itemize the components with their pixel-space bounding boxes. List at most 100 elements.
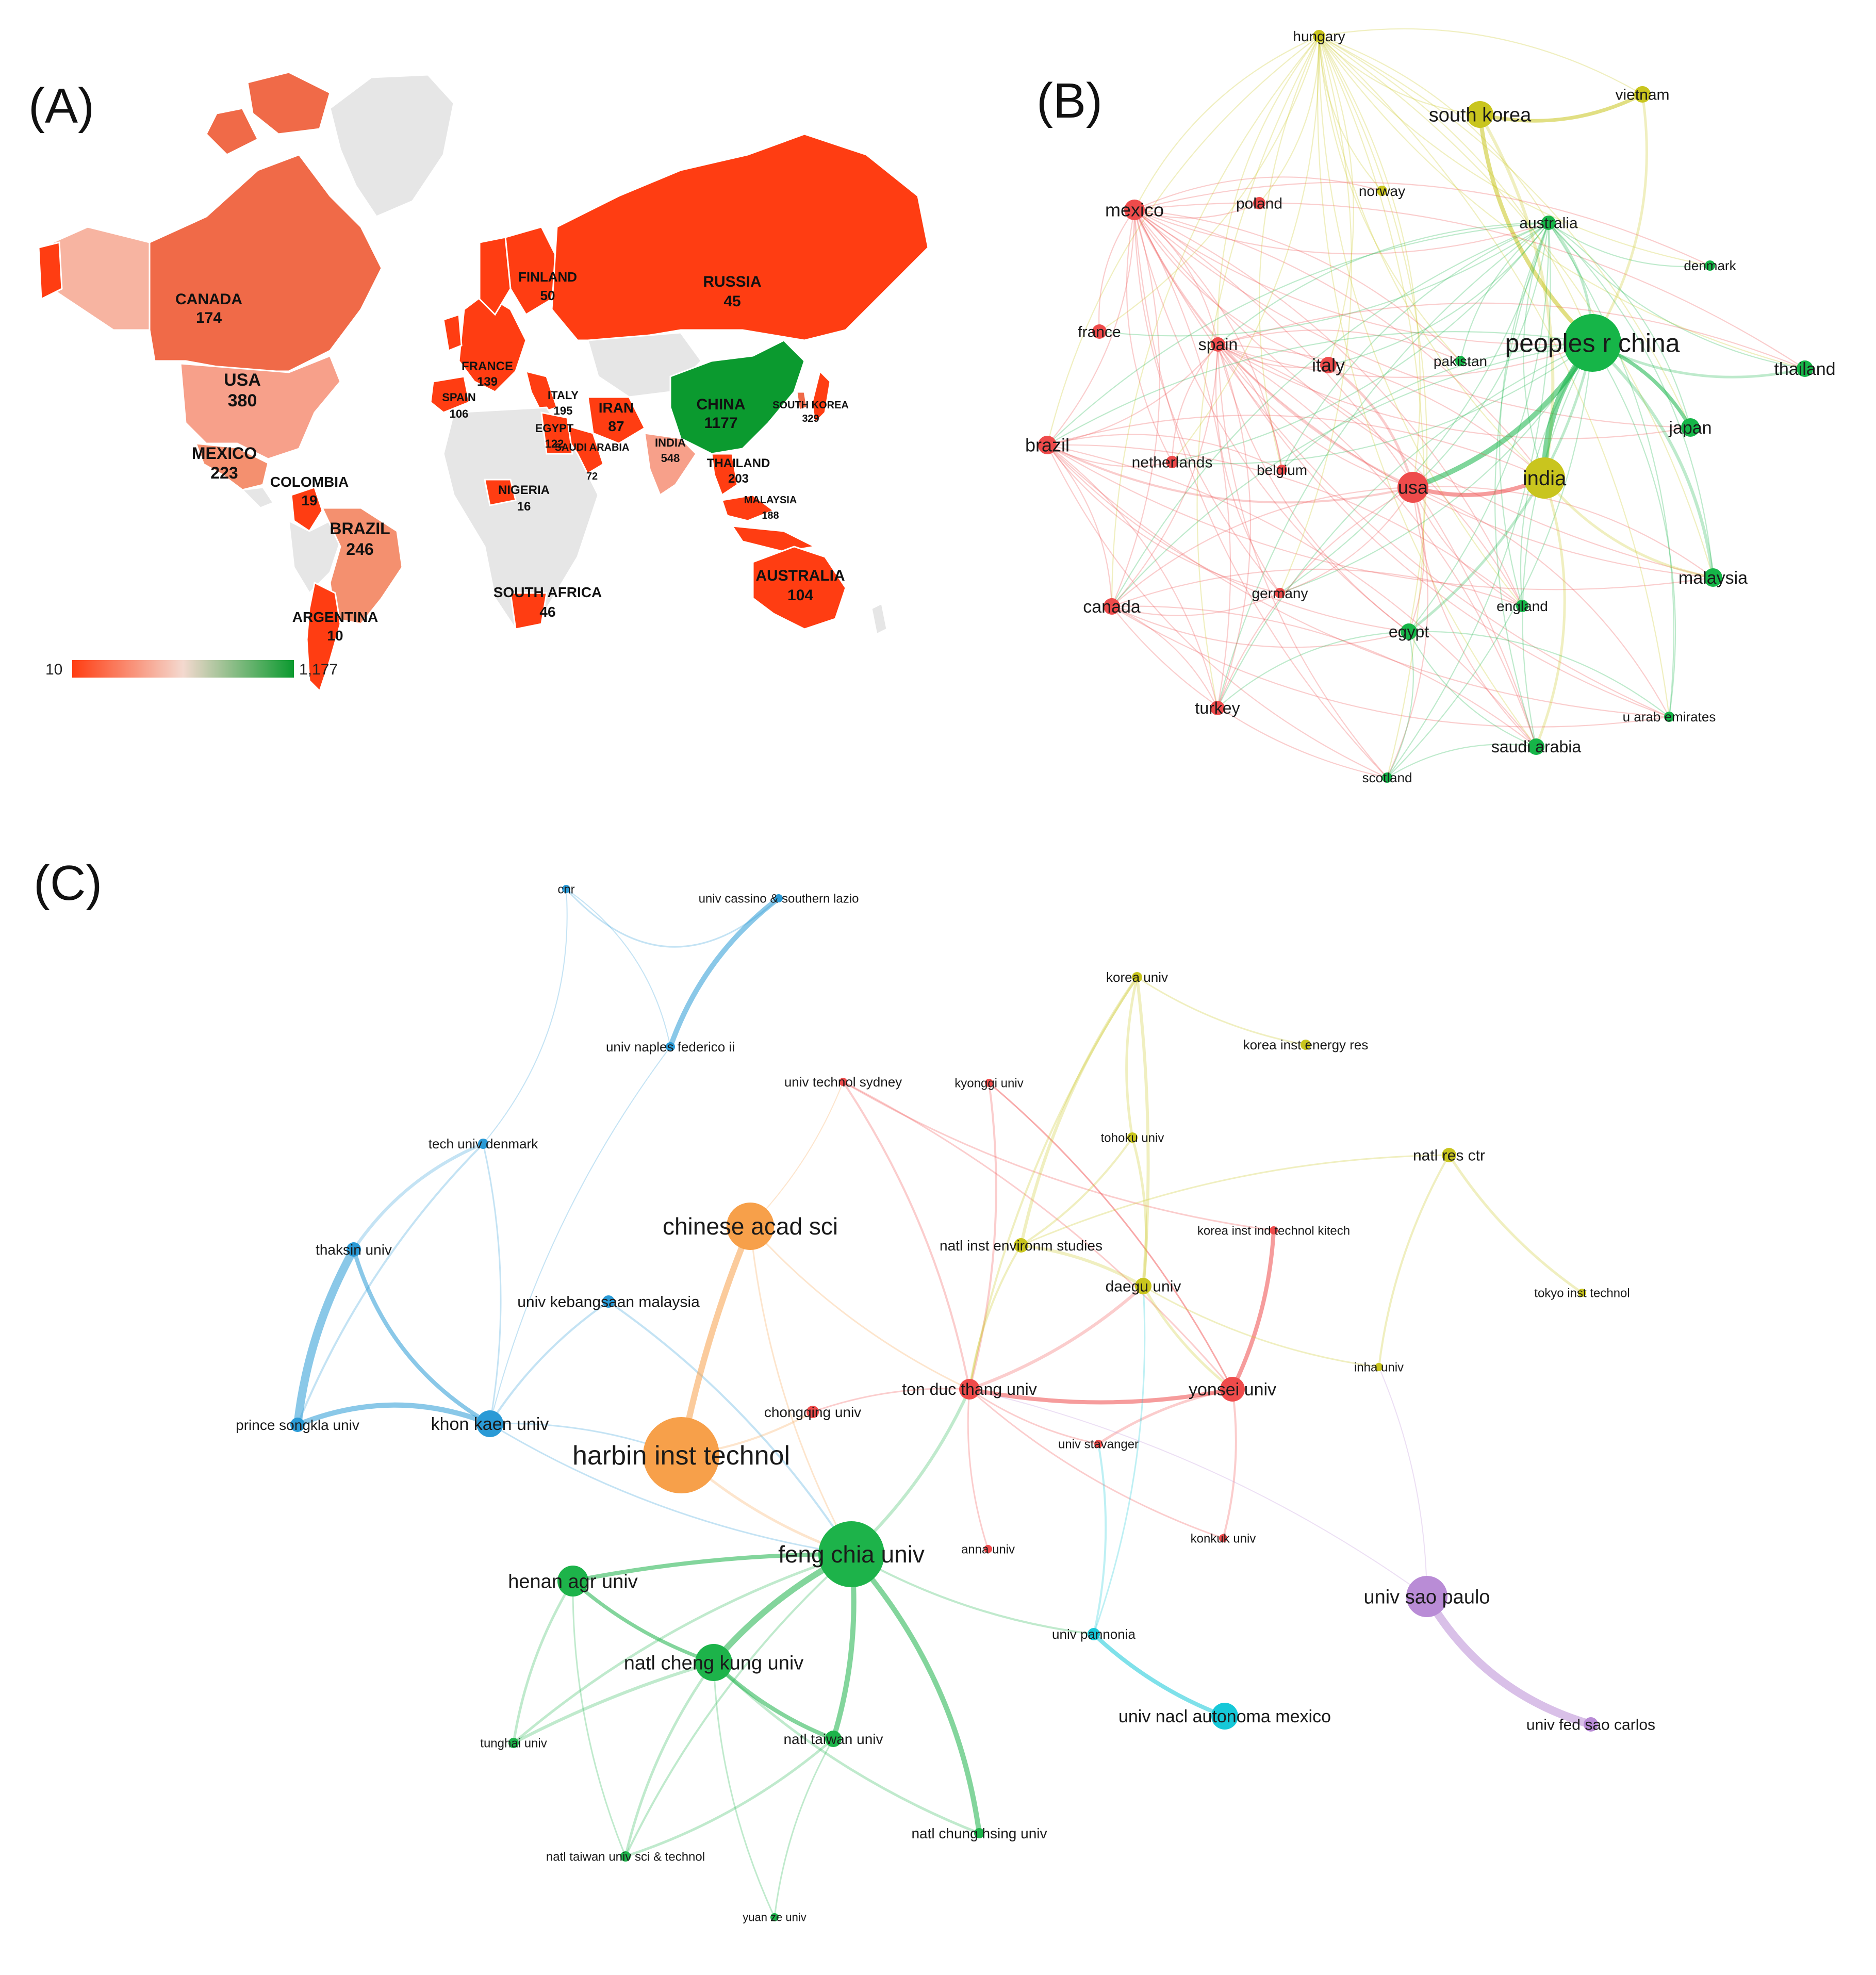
node-henan[interactable]: henan agr univ (508, 1566, 638, 1597)
node-denmark[interactable]: denmark (1684, 258, 1736, 273)
edge-tdt-kyonggi (968, 1082, 997, 1390)
node-circle-daegu (1135, 1278, 1151, 1294)
edge-fcu-henan (571, 1552, 853, 1583)
node-hit[interactable]: harbin inst technol (572, 1417, 790, 1493)
edge-mexico-denmark (1133, 182, 1711, 267)
edge-daegu-korea_univ (1136, 976, 1150, 1288)
edge-mexico-uae (1133, 209, 1670, 718)
node-poland[interactable]: poland (1236, 195, 1282, 212)
edge-mexico-india (1133, 209, 1545, 479)
edge-mexico-belgium (1133, 209, 1283, 471)
node-tokyo_tech[interactable]: tokyo inst technol (1534, 1286, 1630, 1300)
edge-canada-saudi (1111, 605, 1537, 748)
node-netherlands[interactable]: netherlands (1132, 454, 1213, 471)
node-dtu[interactable]: tech univ denmark (429, 1136, 538, 1151)
node-yuanze[interactable]: yuan ze univ (743, 1911, 807, 1924)
node-belgium[interactable]: belgium (1257, 462, 1307, 478)
node-pannonia[interactable]: univ pannonia (1052, 1626, 1136, 1642)
node-tunghai[interactable]: tunghai univ (480, 1736, 547, 1750)
node-circle-uts (839, 1078, 847, 1086)
node-australia[interactable]: australia (1519, 215, 1578, 232)
node-pakistan[interactable]: pakistan (1434, 353, 1487, 369)
edge-mexico-france (1098, 209, 1136, 333)
node-japan[interactable]: japan (1668, 418, 1712, 438)
node-cassino[interactable]: univ cassino & southern lazio (699, 892, 859, 906)
node-ncku[interactable]: natl cheng kung univ (624, 1644, 804, 1681)
edge-usa-saudi (1412, 486, 1537, 748)
node-kitech[interactable]: korea inst ind technol kitech (1197, 1224, 1350, 1238)
node-india[interactable]: india (1523, 457, 1567, 499)
node-korea_energy[interactable]: korea inst energy res (1243, 1037, 1369, 1052)
node-uts[interactable]: univ technol sydney (784, 1074, 902, 1090)
node-natl_res[interactable]: natl res ctr (1413, 1147, 1485, 1164)
edge-australia-egypt (1408, 222, 1550, 633)
node-ukm[interactable]: univ kebangsaan malaysia (517, 1294, 700, 1311)
edge-canada-turkey (1111, 605, 1219, 709)
node-usa[interactable]: usa (1397, 472, 1428, 503)
node-inha[interactable]: inha univ (1354, 1360, 1404, 1374)
node-hungary[interactable]: hungary (1293, 28, 1345, 44)
node-scotland[interactable]: scotland (1362, 770, 1412, 785)
edge-cassino-naples (668, 896, 781, 1049)
node-usp[interactable]: univ sao paulo (1363, 1576, 1490, 1617)
node-chongqing[interactable]: chongqing univ (764, 1404, 861, 1420)
node-daegu[interactable]: daegu univ (1106, 1278, 1181, 1295)
node-tdt[interactable]: ton duc thang univ (902, 1379, 1037, 1400)
node-anna[interactable]: anna univ (961, 1542, 1015, 1556)
node-china[interactable]: peoples r china (1505, 314, 1680, 372)
node-kyonggi[interactable]: kyonggi univ (955, 1076, 1023, 1090)
node-france[interactable]: france (1078, 324, 1121, 341)
node-egypt[interactable]: egypt (1389, 622, 1429, 641)
node-thaksin[interactable]: thaksin univ (316, 1242, 392, 1258)
node-ufscar[interactable]: univ fed sao carlos (1526, 1717, 1655, 1734)
node-ntust[interactable]: natl taiwan univ sci & technol (546, 1850, 705, 1864)
node-nchu[interactable]: natl chung hsing univ (911, 1825, 1047, 1841)
edge-usa-germany (1279, 486, 1414, 594)
node-italy[interactable]: italy (1312, 355, 1345, 376)
edge-daegu-nies (1019, 1244, 1145, 1288)
node-label-psu: prince songkla univ (236, 1417, 359, 1433)
australia-shape (752, 546, 847, 630)
node-south_korea[interactable]: south korea (1429, 101, 1532, 128)
node-circle-kitech (1270, 1226, 1278, 1235)
node-label-daegu: daegu univ (1106, 1278, 1181, 1295)
node-cnr[interactable]: cnr (557, 882, 574, 896)
node-circle-tokyo_tech (1578, 1289, 1586, 1297)
node-brazil[interactable]: brazil (1025, 435, 1069, 456)
node-thailand[interactable]: thailand (1774, 359, 1835, 379)
node-uae[interactable]: u arab emirates (1623, 709, 1716, 725)
node-stavanger[interactable]: univ stavanger (1058, 1437, 1139, 1451)
node-label-uae: u arab emirates (1623, 709, 1716, 725)
node-norway[interactable]: norway (1359, 183, 1405, 199)
node-naples[interactable]: univ naples federico ii (606, 1039, 735, 1055)
node-england[interactable]: england (1496, 598, 1548, 614)
node-vietnam[interactable]: vietnam (1615, 86, 1670, 104)
node-turkey[interactable]: turkey (1195, 699, 1240, 717)
node-konkuk[interactable]: konkuk univ (1191, 1532, 1256, 1545)
node-label-korea_energy: korea inst energy res (1243, 1037, 1369, 1052)
edge-south_korea-china (1478, 112, 1594, 345)
node-korea_univ[interactable]: korea univ (1106, 969, 1168, 985)
edge-mexico-italy (1133, 209, 1329, 366)
node-kku[interactable]: khon kaen univ (431, 1410, 549, 1437)
edge-natl_res-tokyo_tech (1447, 1154, 1584, 1294)
node-canada[interactable]: canada (1083, 597, 1141, 617)
node-yonsei[interactable]: yonsei univ (1189, 1377, 1276, 1402)
node-malaysia[interactable]: malaysia (1678, 568, 1748, 588)
edge-australia-uae (1548, 222, 1674, 718)
edge-mexico-egypt (1133, 209, 1410, 633)
node-cas[interactable]: chinese acad sci (663, 1203, 838, 1250)
node-label-hungary: hungary (1293, 28, 1345, 44)
node-ntu[interactable]: natl taiwan univ (783, 1731, 883, 1747)
node-mexico[interactable]: mexico (1105, 200, 1164, 221)
node-saudi[interactable]: saudi arabia (1491, 737, 1582, 756)
thailand-shape (711, 453, 738, 497)
node-germany[interactable]: germany (1252, 585, 1308, 601)
node-label-india: india (1523, 467, 1567, 490)
node-unam[interactable]: univ nacl autonoma mexico (1118, 1703, 1331, 1730)
node-fcu[interactable]: feng chia univ (778, 1521, 925, 1587)
node-psu[interactable]: prince songkla univ (236, 1417, 359, 1433)
node-spain[interactable]: spain (1198, 335, 1238, 354)
node-tohoku[interactable]: tohoku univ (1101, 1131, 1164, 1145)
node-nies[interactable]: natl inst environm studies (940, 1238, 1102, 1254)
